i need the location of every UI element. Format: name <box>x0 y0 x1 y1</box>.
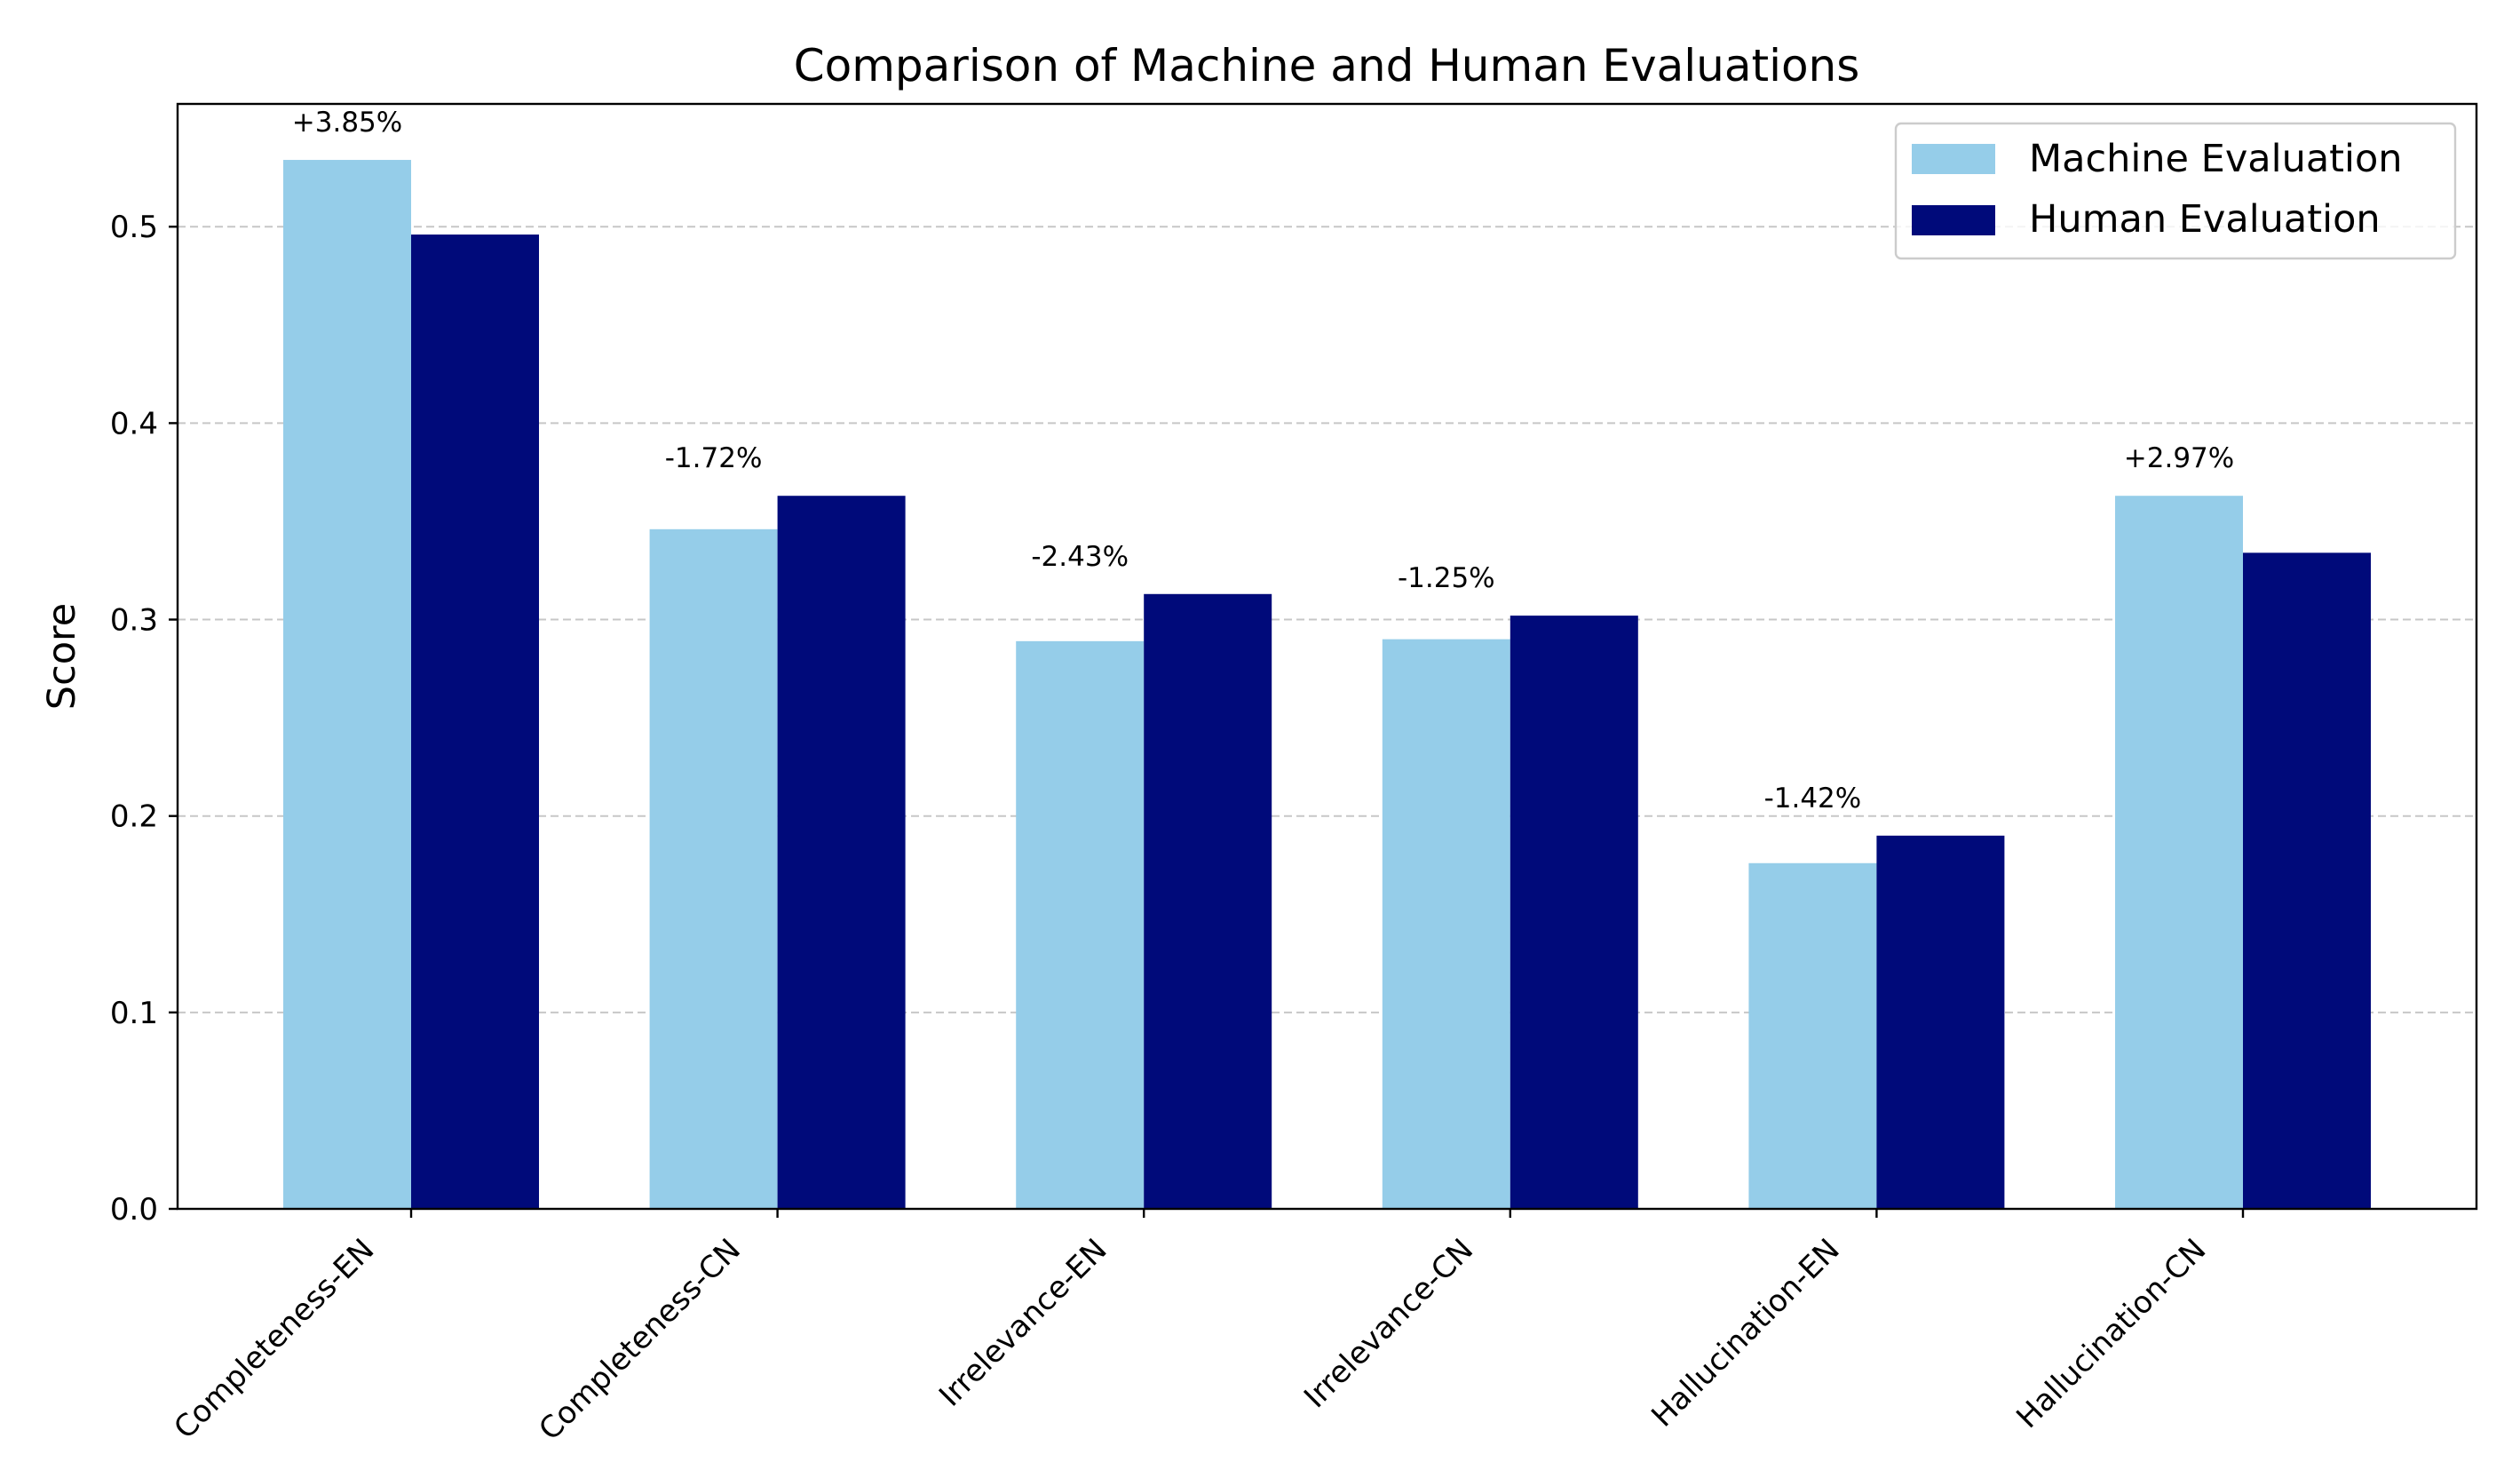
y-tick-label: 0.3 <box>110 603 158 639</box>
bar-human-5 <box>2243 552 2371 1209</box>
bar-machine-1 <box>649 528 778 1209</box>
difference-annotation: -1.72% <box>665 442 763 474</box>
y-tick-label: 0.1 <box>110 996 158 1031</box>
y-axis: 0.0 0.1 0.2 0.3 0.4 0.5 <box>110 210 178 1228</box>
y-tick-label: 0.2 <box>110 799 158 835</box>
plot-frame <box>176 102 2478 1211</box>
legend-swatch-human <box>1912 205 1995 235</box>
bar-human-0 <box>411 234 539 1209</box>
bar-layer <box>283 160 2371 1210</box>
bar-human-3 <box>1510 616 1638 1209</box>
y-tick-label: 0.0 <box>110 1192 158 1228</box>
legend-label-human: Human Evaluation <box>2029 197 2381 242</box>
chart-title: Comparison of Machine and Human Evaluati… <box>794 40 1860 91</box>
bar-machine-3 <box>1382 639 1510 1209</box>
bar-machine-5 <box>2115 496 2243 1209</box>
y-tick-label: 0.4 <box>110 406 158 441</box>
bar-machine-2 <box>1016 640 1145 1209</box>
y-axis-label: Score <box>40 603 84 710</box>
legend-label-machine: Machine Evaluation <box>2029 137 2403 181</box>
bar-human-4 <box>1876 835 2005 1209</box>
legend: Machine Evaluation Human Evaluation <box>1894 122 2457 260</box>
y-tick-label: 0.5 <box>110 210 158 245</box>
bar-machine-4 <box>1748 862 1877 1209</box>
legend-box <box>1894 122 2457 260</box>
difference-annotation: -2.43% <box>1031 541 1129 573</box>
bar-human-2 <box>1144 593 1272 1209</box>
annotation-layer: +3.85% -1.72% -2.43% -1.25% -1.42% +2.97% <box>292 107 2234 814</box>
legend-swatch-machine <box>1912 144 1995 174</box>
difference-annotation: -1.25% <box>1398 562 1495 594</box>
difference-annotation: +3.85% <box>292 107 402 139</box>
bar-human-1 <box>777 496 906 1209</box>
difference-annotation: -1.42% <box>1764 783 1862 814</box>
difference-annotation: +2.97% <box>2124 442 2234 474</box>
bar-machine-0 <box>283 160 411 1210</box>
